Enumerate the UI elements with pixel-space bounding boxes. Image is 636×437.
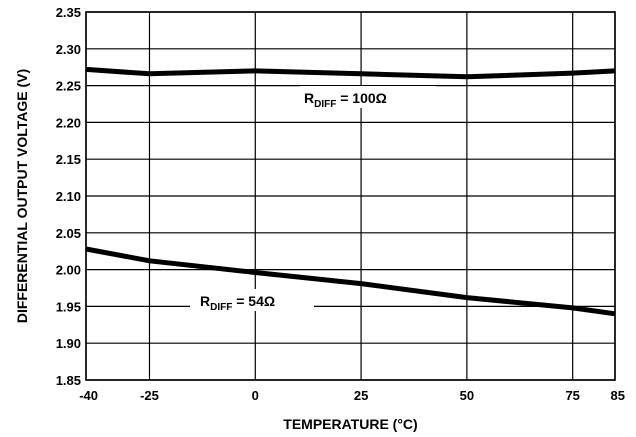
y-axis-label: DIFFERENTIAL OUTPUT VOLTAGE (V)	[14, 69, 30, 323]
y-tick-label: 1.85	[56, 373, 81, 388]
series-line-2	[85, 246, 616, 317]
x-tick-label: 0	[252, 388, 259, 403]
y-tick-label: 2.10	[56, 189, 81, 204]
x-tick-label: 85	[611, 388, 625, 403]
grid-lines	[85, 11, 616, 381]
y-tick-label: 2.00	[56, 263, 81, 278]
series-label-background	[300, 86, 436, 108]
series-line-1	[85, 66, 616, 80]
y-tick-label: 2.25	[56, 79, 81, 94]
series-labels: RDIFF = 100Ω RDIFF = 54Ω	[190, 86, 436, 313]
plot-frame	[85, 11, 616, 381]
x-axis-label: TEMPERATURE (°C)	[283, 416, 417, 432]
y-tick-label: 1.90	[56, 336, 81, 351]
y-tick-label: 2.05	[56, 226, 81, 241]
series-label-1: RDIFF = 100Ω	[304, 90, 387, 110]
x-tick-label: 25	[354, 388, 368, 403]
series-lines	[85, 66, 616, 317]
y-tick-labels: 1.85 1.90 1.95 2.00 2.05 2.10 2.15 2.20 2.25 2.30…	[56, 5, 81, 388]
series-label-background	[190, 289, 314, 311]
y-tick-label: 2.15	[56, 152, 81, 167]
x-tick-label: 50	[460, 388, 474, 403]
series-label-2: RDIFF = 54Ω	[200, 293, 275, 313]
y-tick-label: 2.35	[56, 5, 81, 20]
x-tick-label: -25	[140, 388, 159, 403]
y-tick-label: 2.20	[56, 115, 81, 130]
x-tick-label: 75	[565, 388, 579, 403]
x-tick-label: -40	[79, 388, 98, 403]
y-tick-label: 2.30	[56, 42, 81, 57]
y-tick-label: 1.95	[56, 299, 81, 314]
x-tick-labels: -40 -25 0 25 50 75 85	[79, 388, 625, 403]
